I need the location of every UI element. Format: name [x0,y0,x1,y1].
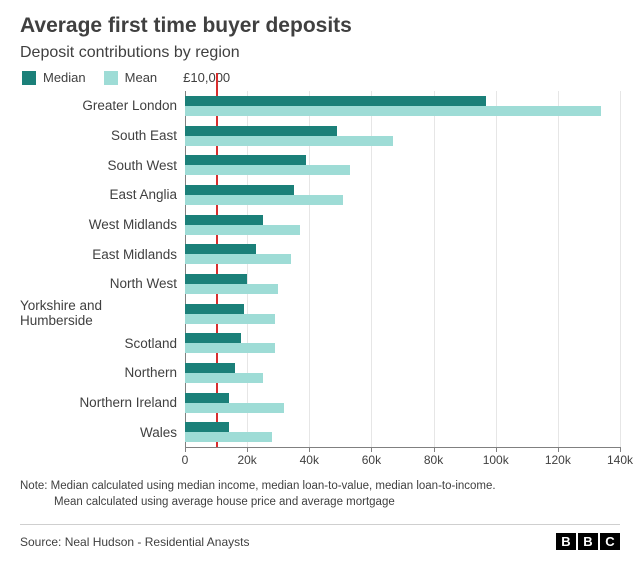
bar-mean [185,254,291,264]
region-label: South East [20,121,185,151]
x-tick [434,447,435,452]
legend-item-mean: Mean [104,70,158,85]
x-tick-label: 20k [237,453,256,467]
x-tick-label: 60k [362,453,381,467]
bar-median [185,274,247,284]
region-label: Northern [20,358,185,388]
bar-mean [185,165,350,175]
gridline [434,91,435,447]
region-label: East Midlands [20,239,185,269]
bar-median [185,215,263,225]
x-tick-label: 140k [607,453,633,467]
bbc-box-1: B [556,533,576,550]
region-label: North West [20,269,185,299]
bar-median [185,185,294,195]
bar-median [185,126,337,136]
y-axis-labels: Greater LondonSouth EastSouth WestEast A… [20,91,185,447]
bar-mean [185,106,601,116]
bar-median [185,333,241,343]
x-tick [309,447,310,452]
x-tick-label: 120k [545,453,571,467]
legend: Median Mean £10,000 [20,70,620,85]
x-tick-label: 80k [424,453,443,467]
x-tick [558,447,559,452]
bar-median [185,244,256,254]
bar-median [185,304,244,314]
x-tick [185,447,186,452]
region-label: Wales [20,417,185,447]
region-label: Yorkshire and Humberside [20,298,185,328]
gridline [620,91,621,447]
chart-subtitle: Deposit contributions by region [20,44,620,62]
bar-median [185,393,229,403]
bar-mean [185,403,284,413]
region-label: Northern Ireland [20,388,185,418]
chart-note: Note: Median calculated using median inc… [20,479,620,510]
footer: Source: Neal Hudson - Residential Anayst… [20,524,620,550]
bar-mean [185,225,300,235]
gridline [558,91,559,447]
bars-area [185,91,620,447]
legend-label-median: Median [43,70,86,85]
legend-label-mean: Mean [125,70,158,85]
region-label: West Midlands [20,210,185,240]
chart-title: Average first time buyer deposits [20,14,620,38]
swatch-median [22,71,36,85]
note-line-1: Note: Median calculated using median inc… [20,479,620,495]
bar-median [185,155,306,165]
bbc-box-2: B [578,533,598,550]
bar-mean [185,136,393,146]
bbc-logo: B B C [556,533,620,550]
bar-mean [185,314,275,324]
swatch-mean [104,71,118,85]
legend-item-reference: £10,000 [183,70,230,85]
plot-area: Greater LondonSouth EastSouth WestEast A… [20,91,620,471]
bar-median [185,422,229,432]
legend-item-median: Median [22,70,86,85]
bar-mean [185,432,272,442]
region-label: Scotland [20,328,185,358]
legend-label-reference: £10,000 [183,70,230,85]
region-label: Greater London [20,91,185,121]
x-tick [496,447,497,452]
chart-container: Average first time buyer deposits Deposi… [0,0,640,562]
x-axis-line [185,447,620,448]
bar-mean [185,343,275,353]
bar-mean [185,195,343,205]
x-tick [620,447,621,452]
region-label: South West [20,150,185,180]
bar-mean [185,284,278,294]
note-line-2: Mean calculated using average house pric… [20,495,620,511]
x-tick-label: 40k [300,453,319,467]
x-tick-label: 0 [182,453,189,467]
x-tick [247,447,248,452]
bar-mean [185,373,263,383]
bar-median [185,96,486,106]
x-axis: 020k40k60k80k100k120k140k [185,447,620,471]
gridline [496,91,497,447]
x-tick [371,447,372,452]
region-label: East Anglia [20,180,185,210]
source-text: Source: Neal Hudson - Residential Anayst… [20,535,249,549]
x-tick-label: 100k [483,453,509,467]
bar-median [185,363,235,373]
bbc-box-3: C [600,533,620,550]
